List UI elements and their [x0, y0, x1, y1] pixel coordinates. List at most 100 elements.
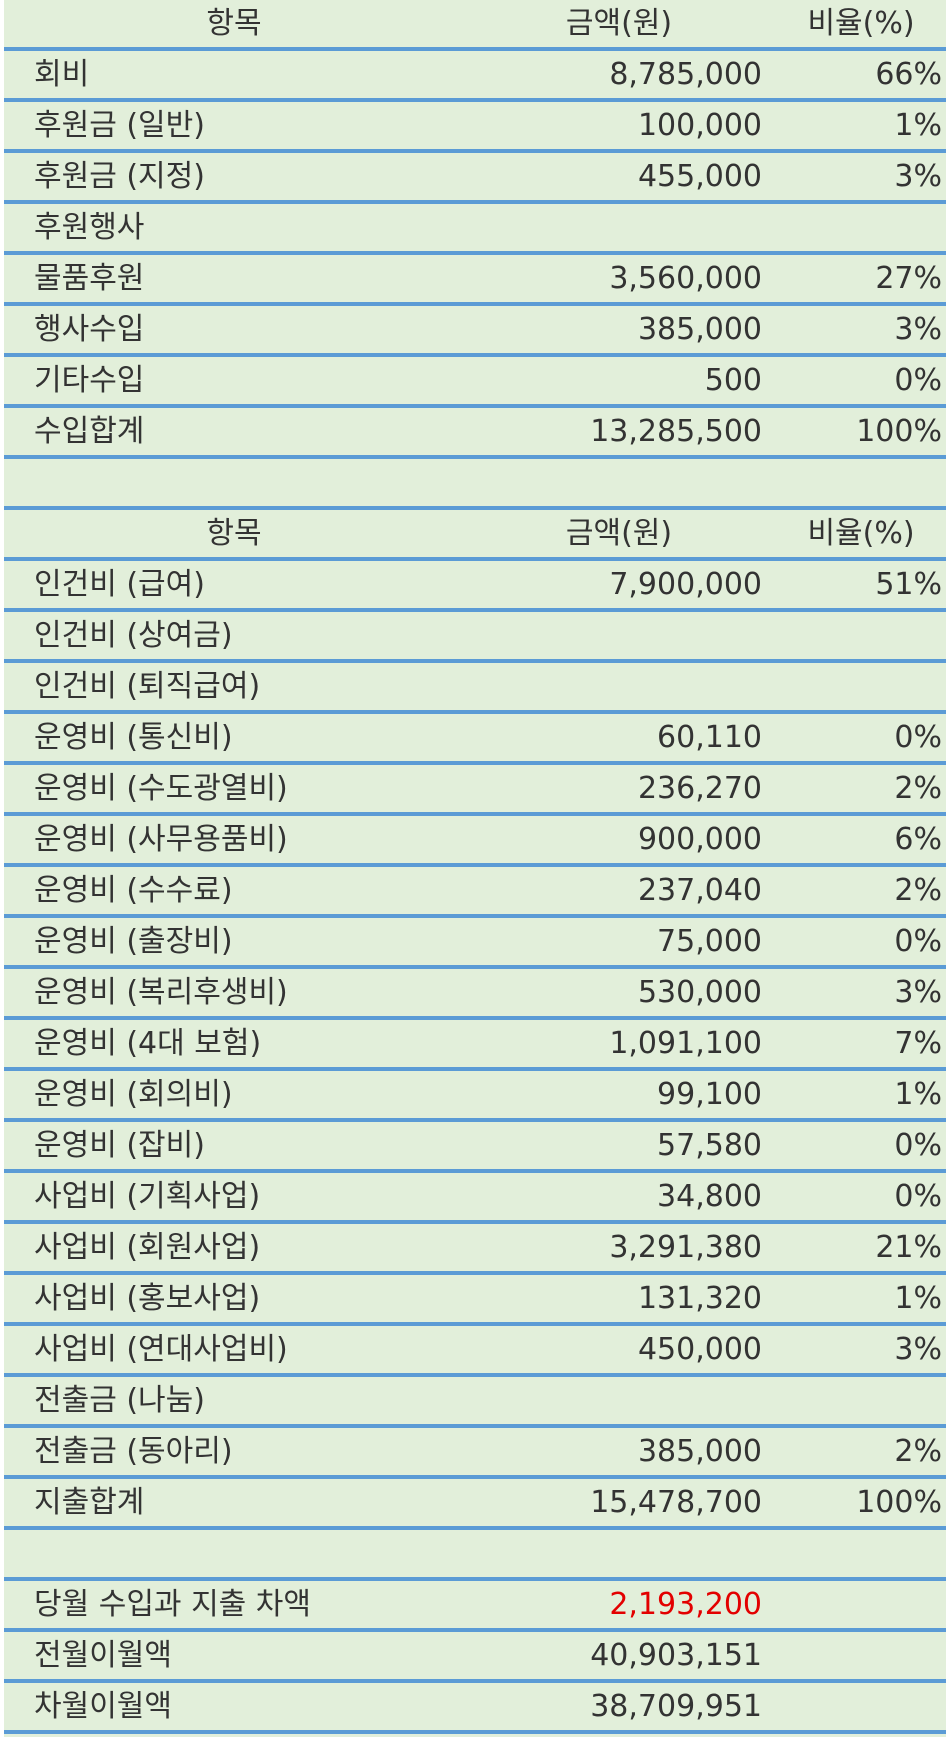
header-ratio: 비율(%)	[807, 6, 915, 41]
row-item: 운영비 (사무용품비)	[34, 822, 288, 857]
row-ratio: 1%	[894, 1281, 942, 1316]
row-amount: 7,900,000	[609, 567, 762, 602]
row-amount: 2,193,200	[609, 1587, 762, 1622]
row-item: 인건비 (급여)	[34, 567, 205, 602]
row-item: 회비	[34, 57, 90, 92]
expense-row: 운영비 (회의비) 99,100 1%	[4, 1071, 946, 1122]
row-item: 사업비 (홍보사업)	[34, 1281, 261, 1316]
row-item: 지출합계	[34, 1485, 145, 1520]
summary-row: 당월 수입과 지출 차액 2,193,200	[4, 1581, 946, 1632]
expense-row: 사업비 (연대사업비) 450,000 3%	[4, 1326, 946, 1377]
section-spacer	[4, 459, 946, 510]
row-item: 운영비 (4대 보험)	[34, 1026, 262, 1061]
row-item: 운영비 (수수료)	[34, 873, 233, 908]
row-item: 운영비 (복리후생비)	[34, 975, 288, 1010]
row-ratio: 100%	[856, 414, 942, 449]
row-item: 수입합계	[34, 414, 145, 449]
expense-row: 운영비 (4대 보험) 1,091,100 7%	[4, 1020, 946, 1071]
expense-row: 사업비 (홍보사업) 131,320 1%	[4, 1275, 946, 1326]
row-item: 사업비 (기획사업)	[34, 1179, 261, 1214]
row-amount: 38,709,951	[590, 1689, 762, 1724]
row-amount: 385,000	[637, 312, 762, 347]
row-item: 차월이월액	[34, 1689, 172, 1724]
row-item: 전출금 (나눔)	[34, 1383, 205, 1418]
header-amount: 금액(원)	[565, 6, 673, 41]
row-amount: 13,285,500	[590, 414, 762, 449]
row-amount: 57,580	[657, 1128, 762, 1163]
row-item: 운영비 (회의비)	[34, 1077, 233, 1112]
row-ratio: 6%	[894, 822, 942, 857]
row-ratio: 51%	[875, 567, 942, 602]
row-ratio: 0%	[894, 924, 942, 959]
row-ratio: 0%	[894, 1179, 942, 1214]
section-spacer	[4, 1530, 946, 1581]
finance-table: 항목 금액(원) 비율(%) 회비 8,785,000 66% 후원금 (일반) 100,00…	[4, 0, 946, 1737]
row-ratio: 0%	[894, 720, 942, 755]
row-amount: 40,903,151	[590, 1638, 762, 1673]
row-ratio: 0%	[894, 1128, 942, 1163]
row-ratio: 3%	[894, 312, 942, 347]
row-amount: 450,000	[637, 1332, 762, 1367]
row-item: 운영비 (수도광열비)	[34, 771, 288, 806]
income-row: 기타수입 500 0%	[4, 357, 946, 408]
row-item: 전출금 (동아리)	[34, 1434, 233, 1469]
expense-row: 운영비 (사무용품비) 900,000 6%	[4, 816, 946, 867]
row-amount: 500	[704, 363, 762, 398]
row-amount: 34,800	[657, 1179, 762, 1214]
expense-row: 전출금 (나눔)	[4, 1377, 946, 1428]
row-ratio: 1%	[894, 108, 942, 143]
row-item: 인건비 (퇴직급여)	[34, 669, 261, 704]
row-item: 사업비 (회원사업)	[34, 1230, 261, 1265]
row-ratio: 100%	[856, 1485, 942, 1520]
row-ratio: 7%	[894, 1026, 942, 1061]
row-ratio: 0%	[894, 363, 942, 398]
income-row: 후원금 (지정) 455,000 3%	[4, 153, 946, 204]
expense-header-row: 항목 금액(원) 비율(%)	[4, 510, 946, 561]
expense-row: 운영비 (잡비) 57,580 0%	[4, 1122, 946, 1173]
row-ratio: 2%	[894, 771, 942, 806]
row-amount: 530,000	[637, 975, 762, 1010]
row-item: 사업비 (연대사업비)	[34, 1332, 288, 1367]
header-amount: 금액(원)	[565, 516, 673, 551]
expense-row: 운영비 (수도광열비) 236,270 2%	[4, 765, 946, 816]
expense-row: 전출금 (동아리) 385,000 2%	[4, 1428, 946, 1479]
row-ratio: 66%	[875, 57, 942, 92]
row-amount: 3,291,380	[609, 1230, 762, 1265]
expense-row: 지출합계 15,478,700 100%	[4, 1479, 946, 1530]
summary-row: 전월이월액 40,903,151	[4, 1632, 946, 1683]
row-item: 후원금 (일반)	[34, 108, 205, 143]
row-ratio: 3%	[894, 975, 942, 1010]
row-amount: 237,040	[637, 873, 762, 908]
header-item: 항목	[206, 6, 262, 41]
row-amount: 236,270	[637, 771, 762, 806]
expense-row: 운영비 (통신비) 60,110 0%	[4, 714, 946, 765]
row-amount: 3,560,000	[609, 261, 762, 296]
income-header-row: 항목 금액(원) 비율(%)	[4, 0, 946, 51]
row-item: 운영비 (통신비)	[34, 720, 233, 755]
expense-row: 인건비 (급여) 7,900,000 51%	[4, 561, 946, 612]
expense-row: 사업비 (기획사업) 34,800 0%	[4, 1173, 946, 1224]
expense-row: 인건비 (상여금)	[4, 612, 946, 663]
income-row: 행사수입 385,000 3%	[4, 306, 946, 357]
expense-row: 사업비 (회원사업) 3,291,380 21%	[4, 1224, 946, 1275]
row-ratio: 1%	[894, 1077, 942, 1112]
row-item: 운영비 (잡비)	[34, 1128, 205, 1163]
income-row: 물품후원 3,560,000 27%	[4, 255, 946, 306]
income-row: 후원금 (일반) 100,000 1%	[4, 102, 946, 153]
income-row: 수입합계 13,285,500 100%	[4, 408, 946, 459]
row-amount: 75,000	[657, 924, 762, 959]
row-amount: 455,000	[637, 159, 762, 194]
income-row: 회비 8,785,000 66%	[4, 51, 946, 102]
row-item: 물품후원	[34, 261, 145, 296]
row-ratio: 3%	[894, 1332, 942, 1367]
row-amount: 100,000	[637, 108, 762, 143]
row-item: 전월이월액	[34, 1638, 172, 1673]
row-ratio: 21%	[875, 1230, 942, 1265]
row-amount: 131,320	[637, 1281, 762, 1316]
income-row: 후원행사	[4, 204, 946, 255]
summary-row: 차월이월액 38,709,951	[4, 1683, 946, 1734]
row-item: 후원금 (지정)	[34, 159, 205, 194]
row-amount: 385,000	[637, 1434, 762, 1469]
row-ratio: 2%	[894, 1434, 942, 1469]
row-item: 행사수입	[34, 312, 145, 347]
